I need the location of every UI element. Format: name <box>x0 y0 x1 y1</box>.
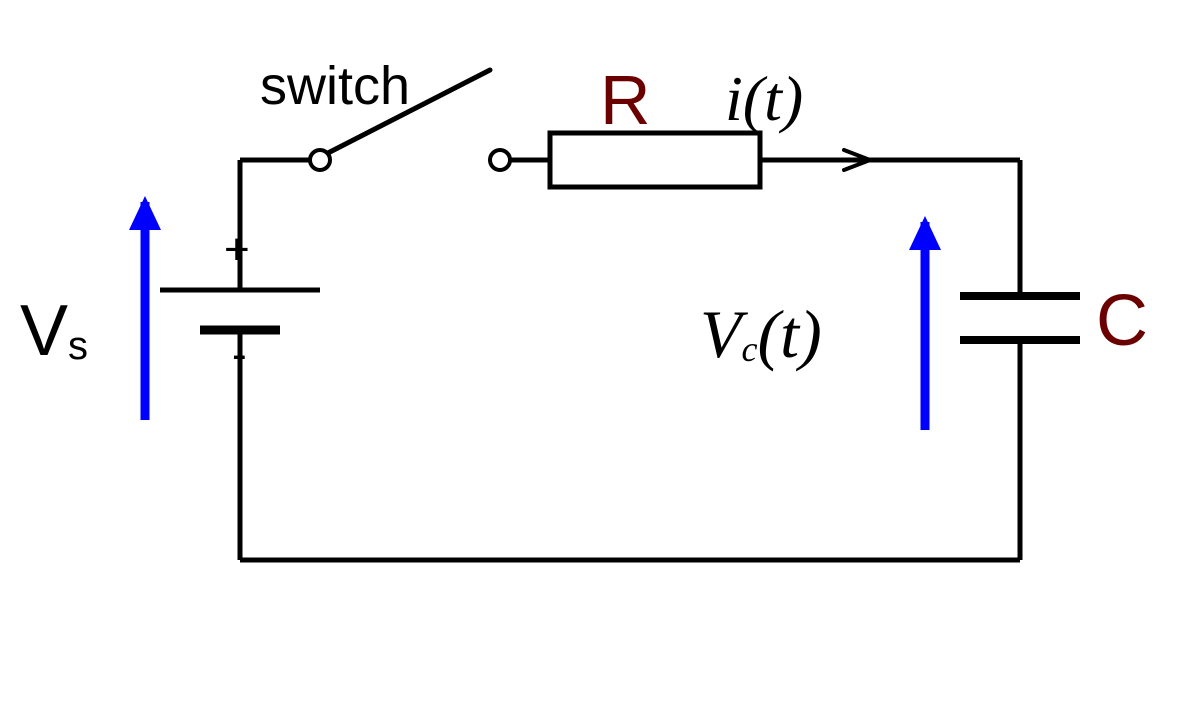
current-label: i(t) <box>725 62 803 136</box>
capacitor-label: C <box>1096 280 1148 362</box>
source-voltage-label: Vs <box>20 290 88 372</box>
battery-plus-label: + <box>224 225 250 275</box>
capacitor-voltage-sub: c <box>742 329 758 369</box>
switch-label: switch <box>260 55 410 117</box>
source-voltage-sub: s <box>68 324 88 368</box>
resistor-label: R <box>600 60 651 140</box>
capacitor-voltage-label: Vc(t) <box>700 295 822 374</box>
battery-minus-label: - <box>232 330 247 380</box>
